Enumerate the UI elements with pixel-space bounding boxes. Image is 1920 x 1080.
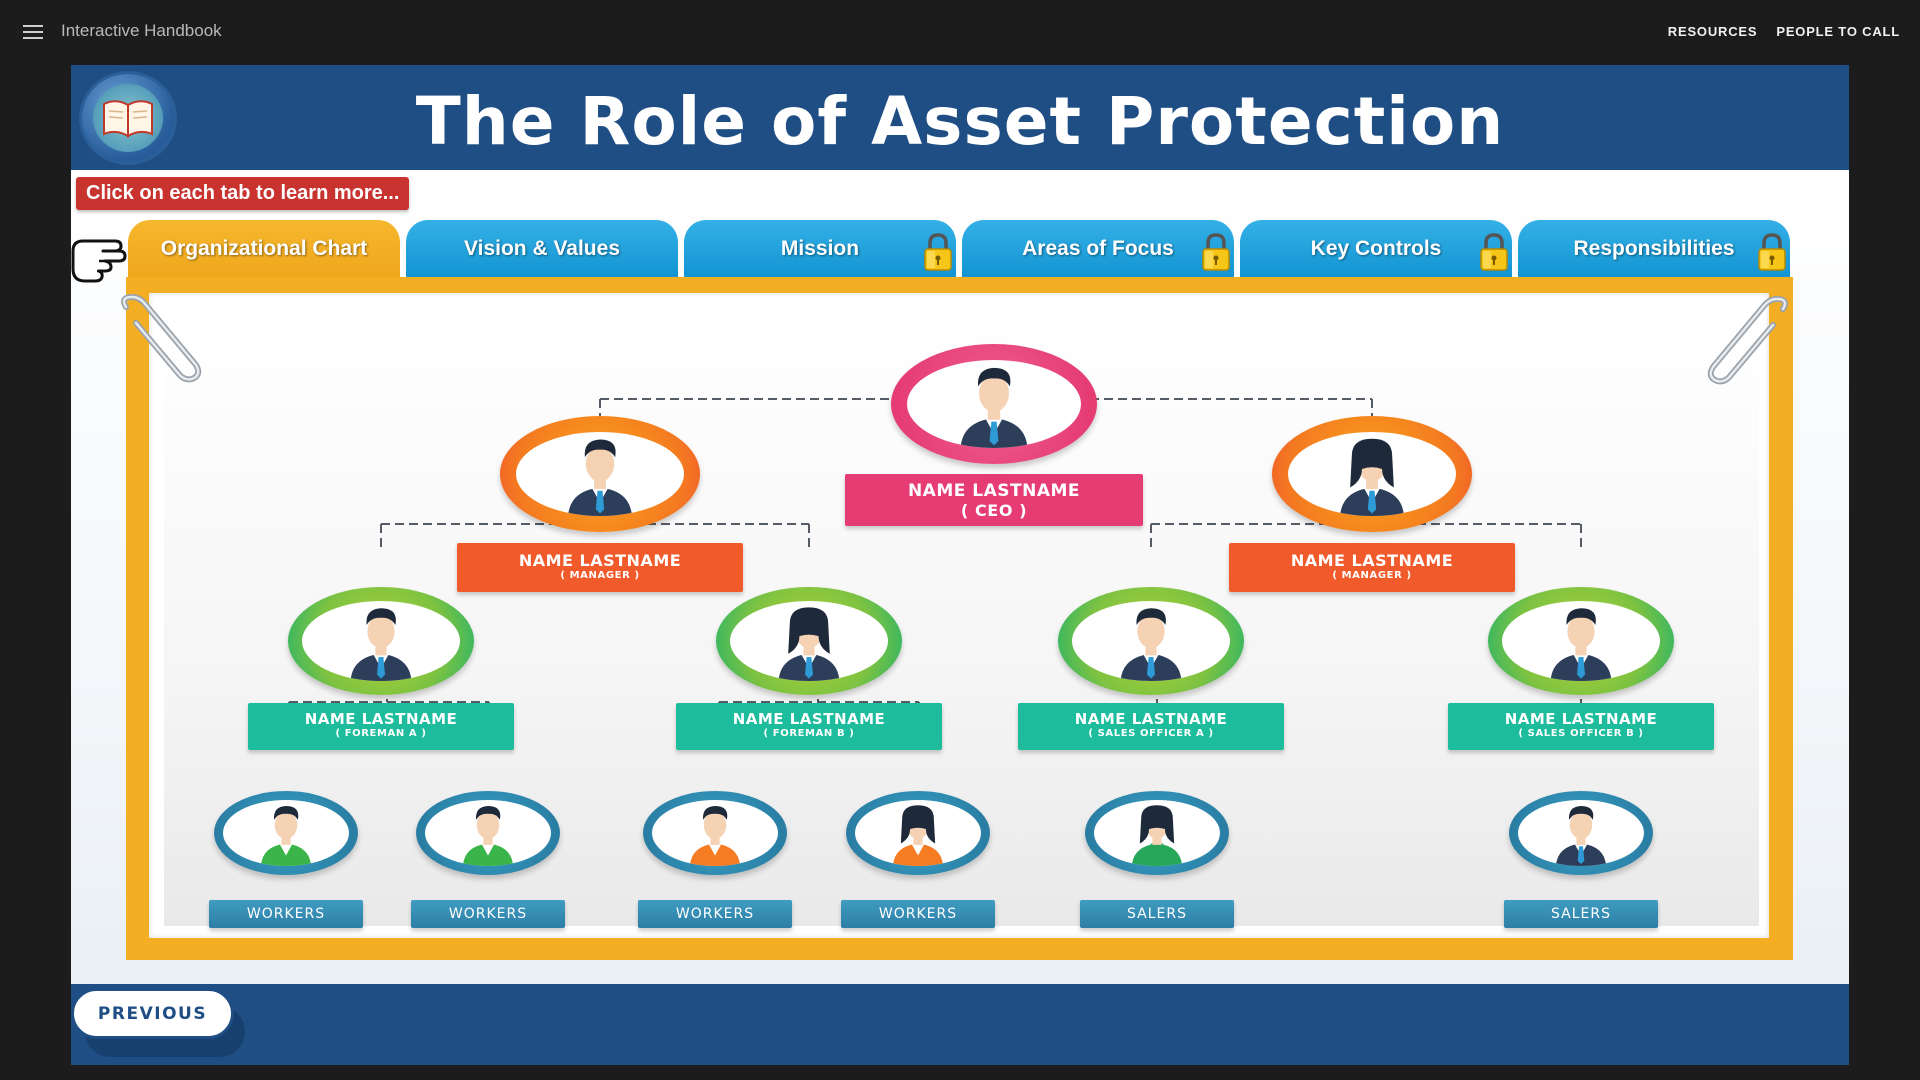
avatar — [500, 416, 700, 532]
tab-label: Responsibilities — [1573, 237, 1735, 260]
person-name: NAME LASTNAME — [1504, 710, 1658, 728]
top-nav: RESOURCES PEOPLE TO CALL — [1668, 24, 1900, 39]
avatar — [846, 791, 990, 875]
person-role: ( MANAGER ) — [560, 570, 640, 581]
page-title: The Role of Asset Protection — [415, 83, 1505, 160]
person-role: ( CEO ) — [960, 501, 1028, 520]
staff-label: WORKERS — [878, 906, 958, 922]
person-role: ( MANAGER ) — [1332, 570, 1412, 581]
nav-people-to-call-link[interactable]: PEOPLE TO CALL — [1776, 24, 1900, 39]
person-name: NAME LASTNAME — [1290, 551, 1454, 570]
tab-label: Vision & Values — [463, 237, 620, 260]
staff-label: WORKERS — [448, 906, 528, 922]
staff-label: WORKERS — [675, 906, 755, 922]
org-chart: NAME LASTNAME( CEO ) NAME LASTNAME( MANAG… — [164, 318, 1759, 928]
slide-header: The Role of Asset Protection — [71, 65, 1849, 170]
name-label: NAME LASTNAME( CEO ) — [845, 474, 1143, 526]
name-label: NAME LASTNAME( MANAGER ) — [1229, 543, 1515, 592]
tab-mission[interactable]: Mission — [684, 220, 956, 278]
name-label: NAME LASTNAME( SALES OFFICER B ) — [1448, 703, 1714, 750]
name-label: WORKERS — [411, 900, 565, 928]
person-name: NAME LASTNAME — [907, 481, 1081, 501]
tab-organizational-chart[interactable]: Organizational Chart — [128, 220, 400, 278]
lock-icon — [1480, 233, 1508, 271]
avatar — [643, 791, 787, 875]
staff-label: SALERS — [1551, 906, 1611, 922]
name-label: NAME LASTNAME( SALES OFFICER A ) — [1018, 703, 1284, 750]
person-role: ( FOREMAN A ) — [335, 728, 427, 739]
content-board: NAME LASTNAME( CEO ) NAME LASTNAME( MANAG… — [126, 277, 1793, 960]
tab-vision-values[interactable]: Vision & Values — [406, 220, 678, 278]
tab-label: Mission — [780, 237, 860, 260]
slide-stage: The Role of Asset Protection Click on ea… — [71, 65, 1849, 1065]
paperclip-right-icon — [1707, 295, 1788, 385]
app-title: Interactive Handbook — [61, 21, 222, 40]
person-role: ( SALES OFFICER A ) — [1088, 728, 1214, 739]
tab-label: Key Controls — [1310, 237, 1442, 260]
avatar — [416, 791, 560, 875]
slide-footer: PREVIOUS — [71, 984, 1849, 1065]
avatar — [1509, 791, 1653, 875]
lock-icon — [1758, 233, 1786, 271]
avatar — [1488, 587, 1674, 695]
avatar — [214, 791, 358, 875]
top-app-bar: Interactive Handbook RESOURCES PEOPLE TO… — [0, 0, 1920, 64]
staff-label: SALERS — [1127, 906, 1187, 922]
person-name: NAME LASTNAME — [732, 710, 886, 728]
person-role: ( SALES OFFICER B ) — [1518, 728, 1644, 739]
tab-label: Organizational Chart — [160, 237, 368, 260]
tab-areas-of-focus[interactable]: Areas of Focus — [962, 220, 1234, 278]
name-label: NAME LASTNAME( MANAGER ) — [457, 543, 743, 592]
avatar — [288, 587, 474, 695]
person-name: NAME LASTNAME — [304, 710, 458, 728]
name-label: WORKERS — [841, 900, 995, 928]
avatar — [1058, 587, 1244, 695]
tab-responsibilities[interactable]: Responsibilities — [1518, 220, 1790, 278]
lock-icon — [1202, 233, 1230, 271]
person-name: NAME LASTNAME — [1074, 710, 1228, 728]
name-label: SALERS — [1080, 900, 1234, 928]
paperclip-left-icon — [121, 293, 202, 383]
staff-label: WORKERS — [246, 906, 326, 922]
tab-key-controls[interactable]: Key Controls — [1240, 220, 1512, 278]
name-label: WORKERS — [209, 900, 363, 928]
hamburger-menu-icon[interactable] — [23, 25, 43, 39]
person-name: NAME LASTNAME — [518, 551, 682, 570]
person-role: ( FOREMAN B ) — [763, 728, 855, 739]
avatar — [716, 587, 902, 695]
previous-button[interactable]: PREVIOUS — [71, 988, 234, 1039]
lock-icon — [924, 233, 952, 271]
hint-banner: Click on each tab to learn more... — [76, 177, 410, 210]
avatar — [1085, 791, 1229, 875]
tab-label: Areas of Focus — [1022, 237, 1174, 260]
avatar — [1272, 416, 1472, 532]
book-icon — [79, 71, 177, 165]
name-label: NAME LASTNAME( FOREMAN B ) — [676, 703, 942, 750]
nav-resources-link[interactable]: RESOURCES — [1667, 24, 1758, 39]
avatar — [891, 344, 1097, 464]
pointing-hand-icon — [71, 239, 127, 283]
name-label: NAME LASTNAME( FOREMAN A ) — [248, 703, 514, 750]
name-label: WORKERS — [638, 900, 792, 928]
name-label: SALERS — [1504, 900, 1658, 928]
